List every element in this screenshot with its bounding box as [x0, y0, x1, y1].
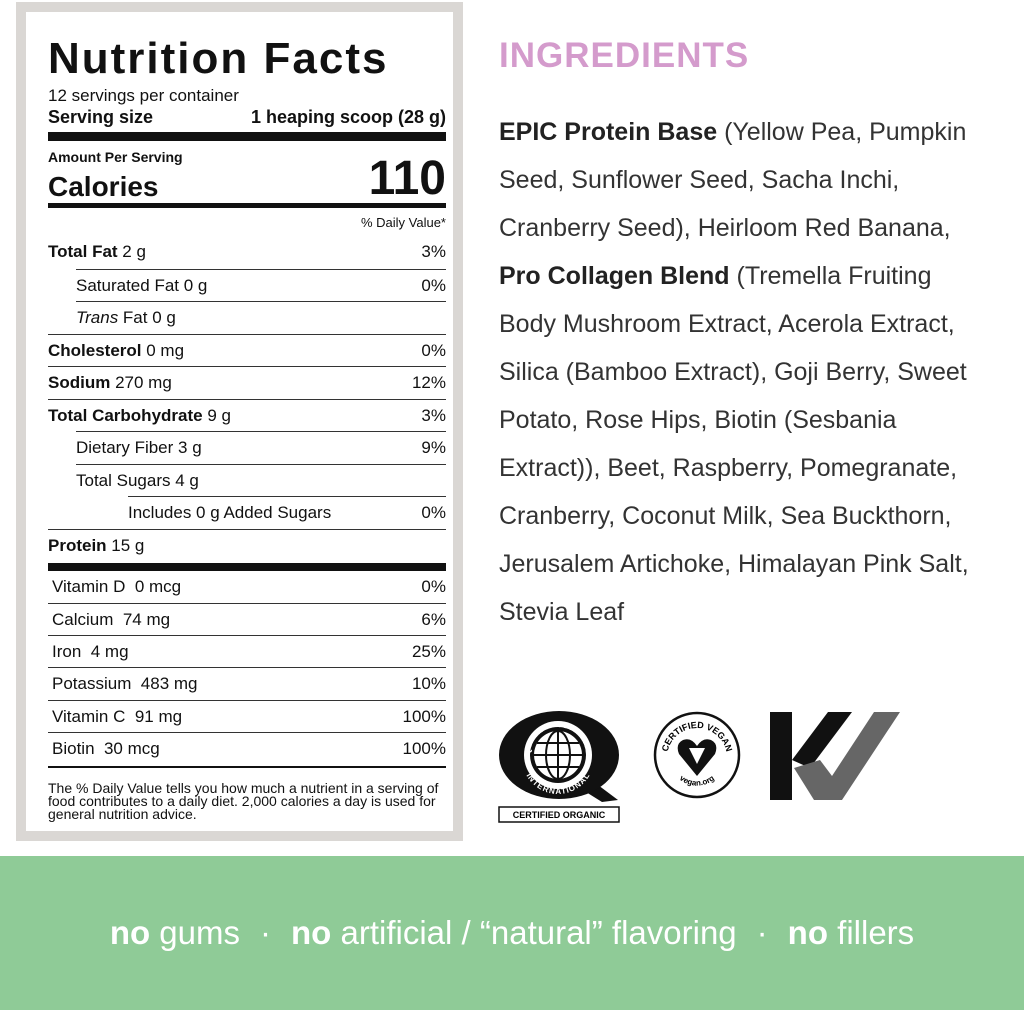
nutrition-facts-panel: Nutrition Facts 12 servings per containe…	[16, 2, 463, 841]
certified-organic-caption: CERTIFIED ORGANIC	[513, 810, 606, 820]
claim-no-gums: no gums	[109, 914, 241, 951]
amount-per-serving: Amount Per Serving	[48, 149, 183, 165]
vitamin-row: Biotin 30 mcg 100%	[48, 731, 446, 764]
vitamin-daily-value: 25%	[411, 642, 446, 662]
vitamin-row: Potassium 483 mg 10%	[48, 667, 446, 699]
vitamin-name: Vitamin D 0 mcg	[52, 576, 182, 596]
nutrient-daily-value: 0%	[421, 503, 446, 522]
vitamin-daily-value: 100%	[402, 706, 446, 726]
nutrient-daily-value: 0%	[421, 275, 446, 295]
blend-name: EPIC Protein Base	[499, 118, 718, 146]
separator: ·	[756, 914, 768, 951]
nutrient-daily-value: 3%	[421, 405, 446, 425]
vitamin-name: Iron 4 mg	[52, 642, 129, 662]
claims-banner: no gums · no artificial / “natural” flav…	[0, 856, 1024, 1010]
blend-ingredients: (Tremella Fruiting Body Mushroom Extract…	[499, 262, 969, 626]
nutrient-row: Total Sugars 4 g	[76, 463, 446, 497]
kv-logo	[770, 712, 900, 800]
nutrient-row: Protein 15 g	[48, 528, 446, 563]
nutrient-name: Total Fat 2 g	[48, 242, 146, 261]
nutrient-name: Saturated Fat 0 g	[76, 275, 208, 295]
ingredients-heading: INGREDIENTS	[499, 36, 750, 75]
ingredients-text: EPIC Protein Base (Yellow Pea, Pumpkin S…	[499, 108, 989, 636]
vitamin-row: Vitamin D 0 mcg 0%	[48, 571, 446, 603]
nutrient-name: Sodium 270 mg	[48, 373, 172, 392]
divider	[48, 132, 446, 141]
nutrient-daily-value: 0%	[421, 340, 446, 360]
servings-per-container: 12 servings per container	[48, 86, 239, 105]
nutrient-row: Sodium 270 mg 12%	[48, 366, 446, 399]
footnote: The % Daily Value tells you how much a n…	[48, 780, 439, 823]
qai-certified-organic-logo: QUALITY ASSURANCE INTERNATIONAL CERTIFIE…	[498, 711, 620, 823]
divider	[48, 766, 446, 769]
nutrition-title: Nutrition Facts	[48, 34, 389, 83]
nutrient-row: Cholesterol 0 mg 0%	[48, 333, 446, 367]
nutrient-daily-value: 3%	[421, 242, 446, 261]
blend-name: Pro Collagen Blend	[499, 262, 730, 290]
calories-value: 110	[368, 152, 446, 205]
divider	[48, 203, 446, 208]
nutrient-name: Protein 15 g	[48, 535, 145, 555]
serving-size: Serving size 1 heaping scoop (28 g)	[48, 106, 446, 128]
vitamin-row: Calcium 74 mg 6%	[48, 602, 446, 635]
vitamin-row: Iron 4 mg 25%	[48, 635, 446, 667]
nutrient-daily-value: 12%	[411, 373, 446, 392]
vitamin-daily-value: 100%	[402, 738, 446, 758]
nutrient-name: Dietary Fiber 3 g	[76, 438, 202, 457]
vitamin-daily-value: 6%	[421, 609, 446, 629]
nutrient-name: Includes 0 g Added Sugars	[128, 503, 332, 522]
blend-ingredients: (Yellow Pea, Pumpkin Seed, Sunflower See…	[499, 118, 967, 242]
nutrient-name: Trans Fat 0 g	[76, 308, 176, 327]
nutrient-name: Total Sugars 4 g	[76, 470, 199, 490]
serving-size-label: Serving size	[48, 107, 154, 127]
calories-label: Calories	[48, 171, 159, 202]
certification-logos: QUALITY ASSURANCE INTERNATIONAL CERTIFIE…	[498, 710, 928, 830]
nutrient-row: Total Carbohydrate 9 g 3%	[48, 398, 446, 432]
vegan-text-bottom: vegan.org	[678, 773, 716, 787]
vitamin-name: Vitamin C 91 mg	[52, 706, 183, 726]
claim-no-fillers: no fillers	[787, 914, 915, 951]
calories-row: Calories 110	[48, 152, 446, 205]
vitamin-row: Vitamin C 91 mg 100%	[48, 699, 446, 732]
nutrient-row: Trans Fat 0 g	[76, 301, 446, 334]
daily-value-header: % Daily Value*	[360, 215, 446, 230]
vitamin-daily-value: 10%	[411, 674, 446, 694]
svg-text:vegan.org: vegan.org	[678, 773, 716, 787]
nutrient-name: Total Carbohydrate 9 g	[48, 405, 231, 425]
nutrient-name: Cholesterol 0 mg	[48, 340, 185, 360]
vitamin-daily-value: 0%	[421, 576, 446, 596]
divider	[48, 562, 446, 571]
vitamin-name: Calcium 74 mg	[52, 609, 171, 629]
nutrient-row: Total Fat 2 g 3%	[48, 236, 446, 269]
nutrient-row: Includes 0 g Added Sugars 0%	[128, 496, 446, 529]
nutrient-daily-value: 9%	[421, 438, 446, 457]
vitamin-name: Biotin 30 mcg	[52, 738, 160, 758]
serving-size-value: 1 heaping scoop (28 g)	[250, 107, 446, 127]
vitamin-name: Potassium 483 mg	[52, 674, 198, 694]
nutrient-row: Dietary Fiber 3 g 9%	[76, 431, 446, 464]
separator: ·	[260, 914, 272, 951]
claim-no-artificial-flavoring: no artificial / “natural” flavoring	[291, 914, 737, 951]
certified-vegan-logo: CERTIFIED VEGAN vegan.org	[653, 711, 741, 799]
ingredients-section: INGREDIENTS EPIC Protein Base (Yellow Pe…	[499, 36, 989, 636]
nutrient-row: Saturated Fat 0 g 0%	[76, 268, 446, 302]
